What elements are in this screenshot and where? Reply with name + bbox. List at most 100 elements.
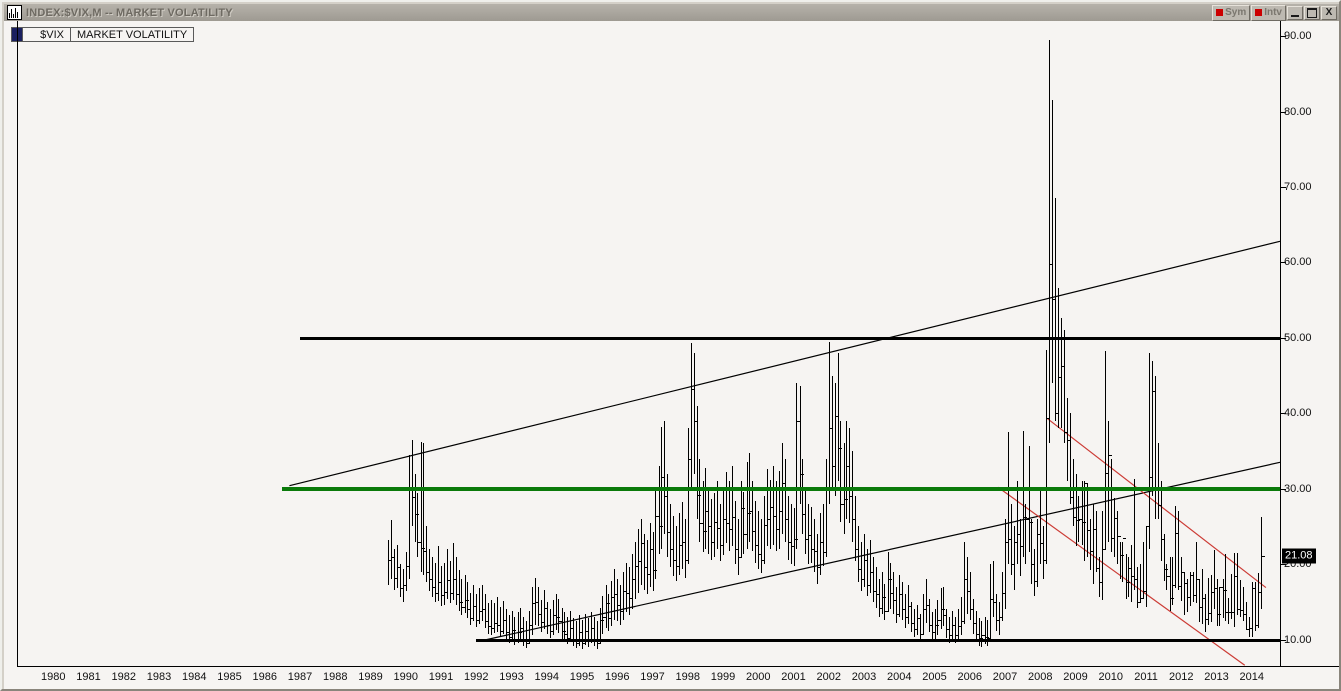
price-bar (941, 588, 942, 630)
close-tick (592, 628, 595, 629)
price-bar (911, 601, 912, 633)
y-axis[interactable]: 90.00 80.00 70.00 60.00 50.00 40.00 30.00 20.00… (1280, 21, 1339, 666)
price-bar (979, 618, 980, 646)
close-tick (624, 591, 627, 592)
price-bar (1164, 533, 1165, 581)
interval-button[interactable]: Intv (1251, 4, 1286, 21)
price-tag: 21.08 (1282, 548, 1316, 564)
price-bar (644, 533, 645, 590)
price-bar (1255, 582, 1256, 631)
resistance-50[interactable] (300, 336, 1280, 340)
price-bar (1076, 473, 1077, 547)
y-tick-mark (1281, 262, 1286, 264)
close-tick (1203, 598, 1206, 599)
price-bar (1249, 616, 1250, 638)
x-tick-label: 2008 (1028, 671, 1053, 683)
price-bar (635, 541, 636, 599)
minimize-button[interactable] (1287, 5, 1303, 20)
close-tick (997, 620, 1000, 621)
close-button[interactable]: X (1321, 5, 1337, 20)
close-tick (642, 543, 645, 544)
maximize-button[interactable] (1304, 5, 1320, 20)
price-bar (556, 594, 557, 630)
plot-area[interactable] (18, 21, 1281, 666)
resistance-30[interactable] (282, 486, 1280, 491)
close-tick (830, 428, 833, 429)
close-tick (1206, 619, 1209, 620)
x-tick-label: 2001 (781, 671, 806, 683)
price-bar (664, 420, 665, 534)
price-bar (529, 610, 530, 645)
y-tick-mark (1281, 111, 1286, 113)
price-bar (1122, 541, 1123, 583)
rising-trendline-upper[interactable] (289, 240, 1281, 487)
price-bar (703, 481, 704, 553)
price-bar (1082, 481, 1083, 545)
close-tick (545, 608, 548, 609)
close-tick (498, 625, 501, 626)
price-bar (1134, 478, 1135, 590)
support-10[interactable] (476, 638, 1280, 642)
price-bar (558, 598, 559, 633)
close-tick (1135, 579, 1138, 580)
close-tick (1044, 560, 1047, 561)
price-bar (1105, 351, 1106, 550)
price-bar (1240, 580, 1241, 617)
close-tick (536, 602, 539, 603)
legend-name[interactable]: MARKET VOLATILITY (71, 27, 195, 42)
price-bar (1146, 526, 1147, 608)
falling-channel-lower[interactable] (997, 486, 1246, 666)
price-bar (1137, 567, 1138, 608)
price-bar (567, 616, 568, 645)
close-tick (897, 614, 900, 615)
price-bar (767, 469, 768, 547)
price-bar (459, 570, 460, 611)
price-bar (899, 574, 900, 617)
rising-trendline-lower[interactable] (479, 461, 1281, 642)
legend-symbol[interactable]: $VIX (23, 27, 71, 42)
chart-surface[interactable]: $VIX MARKET VOLATILITY 90.00 80.00 70.00 60… (4, 21, 1339, 689)
close-tick (789, 542, 792, 543)
interval-button-label: Intv (1264, 7, 1282, 18)
close-tick (671, 549, 674, 550)
close-tick (1088, 530, 1091, 531)
price-bar (1246, 601, 1247, 630)
falling-channel-upper[interactable] (1046, 418, 1267, 589)
price-bar (823, 503, 824, 566)
price-bar (820, 512, 821, 575)
symbol-button[interactable]: Sym (1212, 4, 1251, 21)
price-bar (935, 609, 936, 640)
close-tick (944, 615, 947, 616)
close-tick (1115, 518, 1118, 519)
x-axis[interactable]: 1980 1981 1982 1983 1984 1985 1986 1987 1988 1989… (18, 667, 1339, 688)
close-tick (850, 496, 853, 497)
price-bar (873, 556, 874, 602)
price-bar (535, 577, 536, 625)
price-bar (588, 618, 589, 648)
close-tick (750, 511, 753, 512)
price-bar (685, 518, 686, 578)
close-tick (1147, 526, 1150, 527)
close-tick (938, 620, 941, 621)
price-bar (532, 586, 533, 636)
close-tick (1144, 591, 1147, 592)
y-tick-mark (1281, 186, 1286, 188)
price-bar (1196, 541, 1197, 604)
close-tick (1059, 377, 1062, 378)
close-tick (1050, 264, 1053, 265)
close-tick (765, 525, 768, 526)
price-bar (432, 556, 433, 598)
close-tick (877, 594, 880, 595)
close-tick (510, 637, 513, 638)
close-tick (947, 629, 950, 630)
price-bar (993, 561, 994, 617)
close-tick (762, 560, 765, 561)
price-bar (976, 610, 977, 642)
price-bar (397, 545, 398, 588)
price-bar (1172, 556, 1173, 605)
price-bar (1029, 446, 1030, 553)
close-tick (683, 542, 686, 543)
price-bar (1111, 458, 1112, 553)
price-bar (518, 612, 519, 643)
close-tick (486, 621, 489, 622)
